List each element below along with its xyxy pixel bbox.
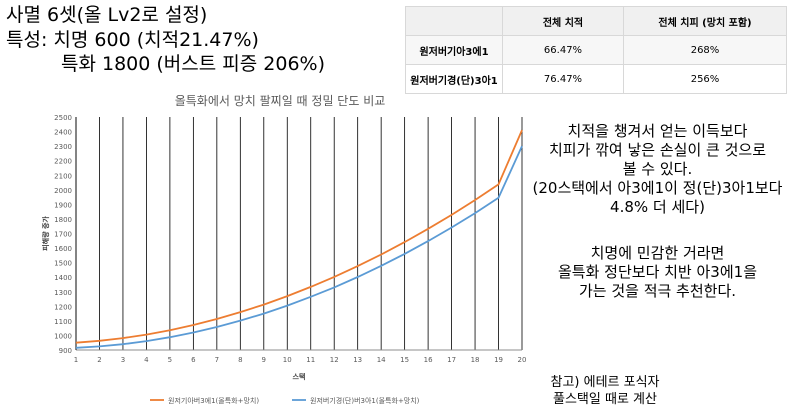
x-tick-label: 4 (144, 356, 149, 364)
legend-label: 원저버기경(단)버3아1(올특화+망치) (310, 396, 420, 405)
table-cell: 76.47% (502, 64, 624, 94)
x-tick-label: 2 (97, 356, 101, 364)
table-cell: 256% (623, 64, 787, 94)
note-line: 치적을 챙겨서 얻는 이득보다 (567, 122, 748, 140)
y-tick-label: 1300 (54, 289, 72, 297)
y-tick-label: 1000 (54, 332, 72, 340)
y-tick-label: 2300 (54, 143, 72, 151)
note-line: (20스택에서 아3에1이 정(단)3아1보다 (532, 179, 783, 197)
y-tick-label: 2000 (54, 187, 72, 195)
x-tick-label: 9 (262, 356, 266, 364)
note-line: 4.8% 더 세다) (610, 198, 705, 216)
x-tick-label: 14 (377, 356, 386, 364)
x-tick-label: 17 (447, 356, 456, 364)
y-tick-label: 1900 (54, 201, 72, 209)
x-tick-label: 1 (74, 356, 78, 364)
table-row: 원저버기경(단)3아1 76.47% 256% (405, 64, 787, 94)
y-tick-label: 2500 (54, 114, 72, 122)
x-tick-label: 8 (238, 356, 242, 364)
y-tick-label: 1400 (54, 274, 72, 282)
x-tick-label: 19 (494, 356, 503, 364)
series-line (75, 129, 523, 344)
series-line (75, 145, 523, 349)
x-tick-label: 11 (306, 356, 315, 364)
line-chart: 900 1000 1100 1200 1300 1400 1500 1600 1700 1800 1… (41, 114, 527, 405)
table-row: 원저버기아3에1 66.47% 268% (405, 35, 787, 65)
x-tick-label: 6 (191, 356, 196, 364)
table-cell: 268% (623, 35, 787, 65)
x-axis-label: 스택 (293, 372, 306, 381)
y-tick-label: 1500 (54, 260, 72, 268)
y-tick-label: 1800 (54, 216, 72, 224)
y-tick-label: 2400 (54, 129, 72, 137)
y-tick-label: 1200 (54, 303, 72, 311)
x-tick-label: 12 (330, 356, 339, 364)
note-line: 볼 수 있다. (622, 160, 693, 178)
y-tick-label: 900 (59, 347, 72, 355)
table-header-row: 전체 치적 전체 치피 (망치 포함) (405, 6, 787, 36)
reference-note: 참고) 에테르 포식자 풀스택일 때로 계산 (510, 374, 700, 408)
y-tick-label: 2100 (54, 172, 72, 180)
y-tick-label: 1700 (54, 231, 72, 239)
header-crit-spec: 특성: 치명 600 (치적21.47%) (6, 29, 259, 51)
header-spec-spec: 특화 1800 (버스트 피증 206%) (61, 53, 326, 75)
x-tick-label: 13 (353, 356, 362, 364)
y-tick-label: 1100 (54, 318, 72, 326)
y-axis-label: 피해량 증가 (41, 216, 50, 251)
x-tick-label: 18 (471, 356, 480, 364)
note-line: 치명에 민감한 거라면 (590, 244, 725, 262)
x-tick-label: 20 (518, 356, 527, 364)
note-line: 치피가 깎여 낳은 손실이 큰 것으로 (548, 141, 767, 159)
note-paragraph-1: 치적을 챙겨서 얻는 이득보다 치피가 깎여 낳은 손실이 큰 것으로 볼 수 … (515, 122, 800, 217)
x-tick-label: 3 (121, 356, 125, 364)
y-tick-label: 1600 (54, 245, 72, 253)
table-header-cell (405, 6, 503, 36)
note-line: 가는 것을 적극 추천한다. (578, 282, 737, 300)
legend-label: 원저기아버3에1(올특화+망치) (168, 396, 259, 405)
chart-title: 올특화에서 망치 팔찌일 때 정밀 단도 비교 (174, 94, 386, 108)
y-tick-label: 2200 (54, 158, 72, 166)
stats-table: 전체 치적 전체 치피 (망치 포함) 원저버기아3에1 66.47% 268%… (405, 6, 787, 94)
header-title: 사멸 6셋(올 Lv2로 설정) (6, 4, 208, 26)
reference-line: 풀스택일 때로 계산 (553, 392, 657, 407)
table-cell: 원저버기경(단)3아1 (405, 64, 503, 94)
table-header-cell: 전체 치적 (502, 6, 624, 36)
x-tick-label: 16 (424, 356, 433, 364)
x-tick-label: 5 (168, 356, 172, 364)
table-cell: 원저버기아3에1 (405, 35, 503, 65)
x-tick-label: 7 (215, 356, 219, 364)
note-paragraph-2: 치명에 민감한 거라면 올특화 정단보다 치반 아3에1을 가는 것을 적극 추… (515, 244, 800, 301)
x-tick-label: 10 (283, 356, 292, 364)
reference-line: 참고) 에테르 포식자 (550, 375, 660, 390)
table-cell: 66.47% (502, 35, 624, 65)
note-line: 올특화 정단보다 치반 아3에1을 (558, 263, 757, 281)
table-header-cell: 전체 치피 (망치 포함) (623, 6, 787, 36)
x-tick-label: 15 (400, 356, 409, 364)
